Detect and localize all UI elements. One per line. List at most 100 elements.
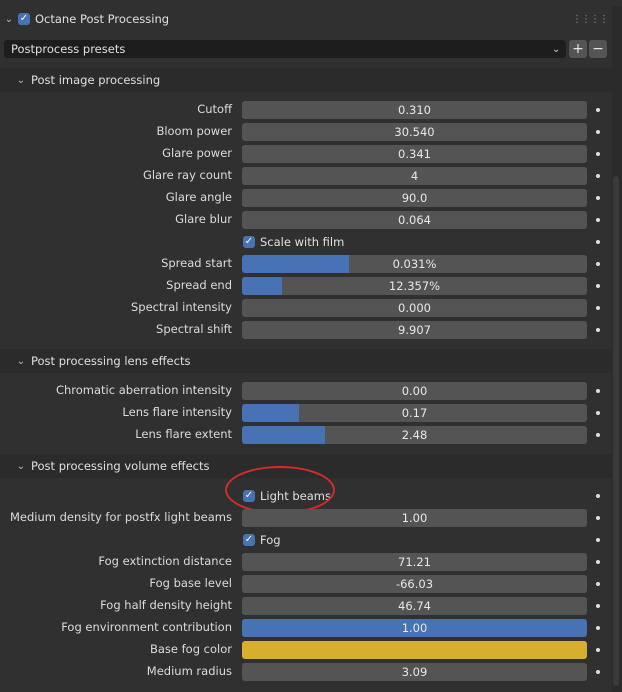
- lens-flare-intensity-value: 0.17: [401, 406, 428, 420]
- lens-flare-intensity-fill: [242, 404, 299, 422]
- enable-post-processing-checkbox[interactable]: ✓: [18, 13, 30, 25]
- cutoff-field[interactable]: 0.310: [242, 101, 587, 119]
- light-beams-toggle[interactable]: ✓ Light beams: [243, 489, 331, 503]
- medium-density-value: 1.00: [401, 511, 428, 525]
- medium-density-label: Medium density for postfx light beams: [9, 510, 232, 524]
- lens-flare-intensity-label: Lens flare intensity: [122, 405, 232, 419]
- medium-density-field[interactable]: 1.00: [242, 509, 587, 527]
- lens-flare-intensity-slider[interactable]: 0.17: [242, 404, 587, 422]
- glare-angle-value: 90.0: [401, 191, 428, 205]
- fog-extinction-field[interactable]: 71.21: [242, 553, 587, 571]
- drag-grip-icon[interactable]: ⋮⋮⋮⋮: [572, 13, 609, 25]
- section-post-processing-lens-effects[interactable]: ⌄ Post processing lens effects: [0, 349, 612, 373]
- keyframe-dot-icon[interactable]: [596, 560, 600, 564]
- keyframe-dot-icon[interactable]: [596, 582, 600, 586]
- section-post-processing-volume-effects[interactable]: ⌄ Post processing volume effects: [0, 454, 612, 478]
- fog-env-contribution-slider[interactable]: 1.00: [242, 619, 587, 637]
- keyframe-dot-icon[interactable]: [596, 152, 600, 156]
- chevron-down-icon: ⌄: [16, 74, 26, 86]
- keyframe-dot-icon[interactable]: [596, 494, 600, 498]
- keyframe-dot-icon[interactable]: [596, 262, 600, 266]
- keyframe-dot-icon[interactable]: [596, 196, 600, 200]
- lens-flare-extent-slider[interactable]: 2.48: [242, 426, 587, 444]
- chevron-down-icon: ⌄: [16, 460, 26, 472]
- keyframe-dot-icon[interactable]: [596, 306, 600, 310]
- scrollbar[interactable]: [613, 176, 619, 686]
- fog-label: Fog: [260, 533, 281, 547]
- add-preset-button[interactable]: +: [569, 40, 587, 58]
- spectral-shift-field[interactable]: 9.907: [242, 321, 587, 339]
- spectral-intensity-field[interactable]: 0.000: [242, 299, 587, 317]
- spread-end-value: 12.357%: [388, 279, 441, 293]
- glare-power-value: 0.341: [398, 147, 431, 161]
- chromatic-aberration-field[interactable]: 0.00: [242, 382, 587, 400]
- glare-angle-field[interactable]: 90.0: [242, 189, 587, 207]
- chevron-down-icon[interactable]: ⌄: [4, 13, 14, 25]
- keyframe-dot-icon[interactable]: [596, 516, 600, 520]
- bloom-power-value: 30.540: [394, 125, 435, 139]
- octane-post-processing-header[interactable]: ⌄ ✓ Octane Post Processing ⋮⋮⋮⋮: [0, 6, 612, 32]
- fog-half-density-value: 46.74: [398, 599, 431, 613]
- keyframe-dot-icon[interactable]: [596, 108, 600, 112]
- glare-ray-count-label: Glare ray count: [142, 168, 232, 182]
- section-title: Post processing lens effects: [31, 354, 191, 368]
- spectral-intensity-value: 0.000: [398, 301, 431, 315]
- scale-with-film-toggle[interactable]: ✓ Scale with film: [243, 235, 344, 249]
- scale-with-film-checkbox[interactable]: ✓: [243, 236, 255, 248]
- keyframe-dot-icon[interactable]: [596, 433, 600, 437]
- spread-start-fill: [242, 255, 349, 273]
- keyframe-dot-icon[interactable]: [596, 604, 600, 608]
- remove-preset-button[interactable]: −: [589, 40, 607, 58]
- light-beams-label: Light beams: [260, 489, 331, 503]
- section-post-image-processing[interactable]: ⌄ Post image processing: [0, 68, 612, 92]
- fog-toggle[interactable]: ✓ Fog: [243, 533, 281, 547]
- keyframe-dot-icon[interactable]: [596, 328, 600, 332]
- keyframe-dot-icon[interactable]: [596, 240, 600, 244]
- keyframe-dot-icon[interactable]: [596, 174, 600, 178]
- lens-flare-extent-fill: [242, 426, 325, 444]
- keyframe-dot-icon[interactable]: [596, 411, 600, 415]
- spread-end-fill: [242, 277, 283, 295]
- glare-ray-count-value: 4: [410, 169, 419, 183]
- fog-base-level-field[interactable]: -66.03: [242, 575, 587, 593]
- spread-start-slider[interactable]: 0.031%: [242, 255, 587, 273]
- spectral-shift-label: Spectral shift: [156, 322, 232, 336]
- glare-blur-field[interactable]: 0.064: [242, 211, 587, 229]
- fog-half-density-field[interactable]: 46.74: [242, 597, 587, 615]
- fog-checkbox[interactable]: ✓: [243, 534, 255, 546]
- keyframe-dot-icon[interactable]: [596, 648, 600, 652]
- base-fog-color-swatch[interactable]: [242, 641, 587, 659]
- cutoff-label: Cutoff: [197, 102, 232, 116]
- spectral-shift-value: 9.907: [398, 323, 431, 337]
- postprocess-presets-dropdown[interactable]: Postprocess presets ⌄: [4, 40, 566, 58]
- glare-power-field[interactable]: 0.341: [242, 145, 587, 163]
- fog-base-level-label: Fog base level: [149, 576, 232, 590]
- fog-env-contribution-label: Fog environment contribution: [61, 620, 232, 634]
- keyframe-dot-icon[interactable]: [596, 538, 600, 542]
- cutoff-value: 0.310: [398, 103, 431, 117]
- spread-start-label: Spread start: [161, 256, 232, 270]
- medium-radius-value: 3.09: [401, 665, 428, 679]
- light-beams-checkbox[interactable]: ✓: [243, 490, 255, 502]
- keyframe-dot-icon[interactable]: [596, 218, 600, 222]
- keyframe-dot-icon[interactable]: [596, 284, 600, 288]
- fog-env-contribution-fill: [242, 619, 587, 637]
- base-fog-color-label: Base fog color: [149, 642, 232, 656]
- keyframe-dot-icon[interactable]: [596, 670, 600, 674]
- keyframe-dot-icon[interactable]: [596, 389, 600, 393]
- glare-ray-count-field[interactable]: 4: [242, 167, 587, 185]
- spread-end-label: Spread end: [166, 278, 232, 292]
- glare-angle-label: Glare angle: [165, 190, 232, 204]
- presets-value: Postprocess presets: [11, 42, 126, 56]
- bloom-power-field[interactable]: 30.540: [242, 123, 587, 141]
- glare-power-label: Glare power: [162, 146, 232, 160]
- medium-radius-field[interactable]: 3.09: [242, 663, 587, 681]
- lens-flare-extent-label: Lens flare extent: [135, 427, 232, 441]
- keyframe-dot-icon[interactable]: [596, 626, 600, 630]
- keyframe-dot-icon[interactable]: [596, 130, 600, 134]
- chevron-down-icon: ⌄: [552, 43, 561, 55]
- lens-flare-extent-value: 2.48: [401, 428, 428, 442]
- section-title: Post processing volume effects: [31, 459, 210, 473]
- fog-base-level-value: -66.03: [395, 577, 434, 591]
- spread-end-slider[interactable]: 12.357%: [242, 277, 587, 295]
